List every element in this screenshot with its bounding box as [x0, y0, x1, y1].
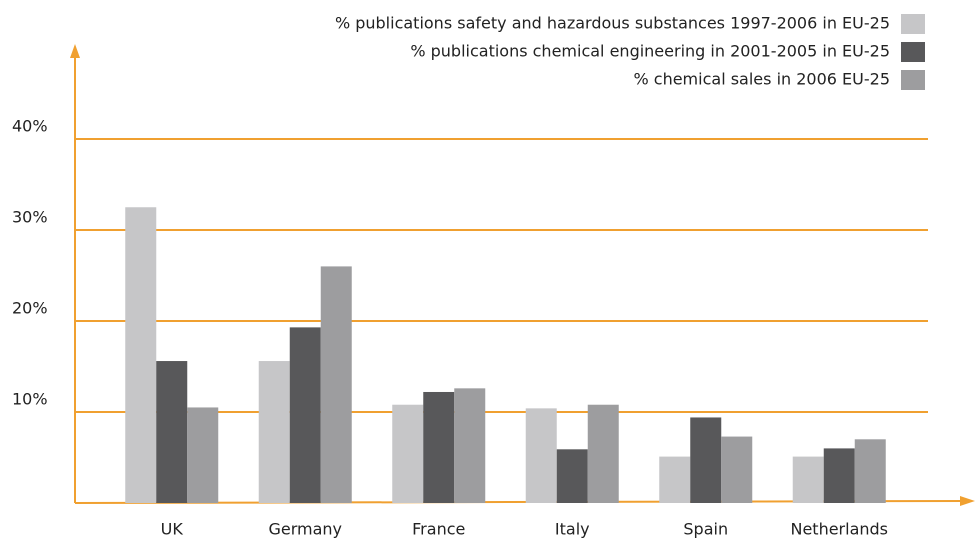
x-axis-arrow — [960, 496, 975, 506]
bar — [556, 449, 588, 503]
bar — [125, 207, 157, 503]
bar — [454, 388, 486, 503]
bar — [823, 448, 855, 503]
x-tick-label: Germany — [268, 520, 342, 539]
x-tick-label: France — [412, 520, 465, 539]
bar — [423, 391, 455, 503]
bar — [156, 361, 188, 503]
y-tick-label: 20% — [12, 299, 48, 318]
bar — [690, 417, 722, 503]
bar — [392, 404, 424, 503]
bar — [659, 456, 691, 503]
bar — [258, 361, 290, 503]
bar — [854, 439, 886, 503]
y-tick-label: 40% — [12, 117, 48, 136]
legend-swatch — [901, 42, 925, 62]
bar — [187, 407, 219, 503]
legend-swatch — [901, 14, 925, 34]
bar — [525, 408, 557, 503]
x-tick-label: UK — [161, 520, 184, 539]
legend-label: % publications safety and hazardous subs… — [335, 14, 890, 33]
x-tick-label: Netherlands — [790, 520, 888, 539]
x-tick-label: Spain — [683, 520, 728, 539]
bar — [792, 456, 824, 503]
bar — [587, 404, 619, 503]
bar — [289, 327, 321, 503]
legend-label: % chemical sales in 2006 EU-25 — [633, 70, 890, 89]
y-tick-label: 30% — [12, 208, 48, 227]
bar — [721, 436, 753, 503]
legend-label: % publications chemical engineering in 2… — [410, 42, 890, 61]
legend-swatch — [901, 70, 925, 90]
y-axis-arrow — [70, 44, 80, 58]
y-tick-label: 10% — [12, 390, 48, 409]
x-tick-label: Italy — [555, 520, 590, 539]
bar — [320, 266, 352, 503]
